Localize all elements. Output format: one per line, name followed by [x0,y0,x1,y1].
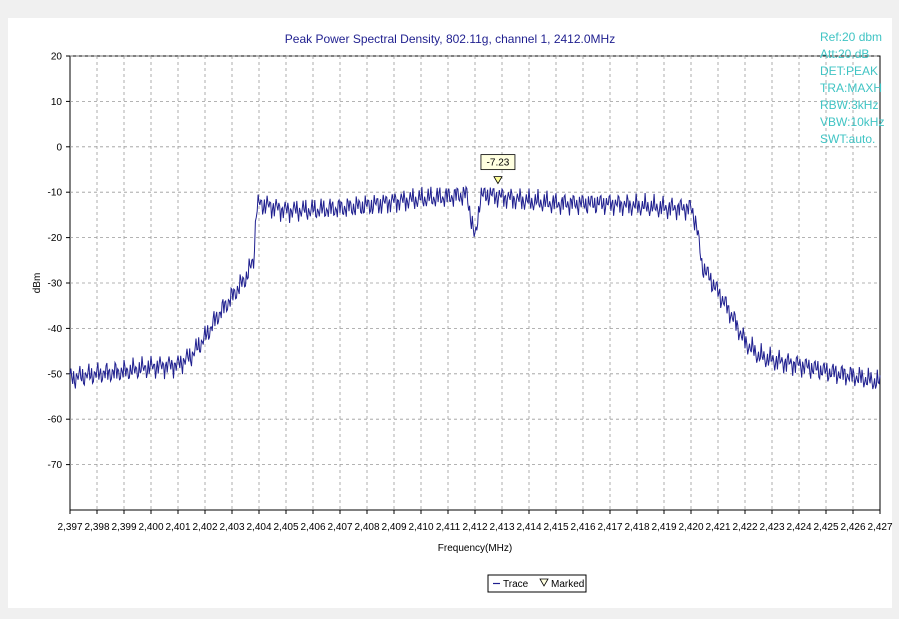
chart-title: Peak Power Spectral Density, 802.11g, ch… [285,32,615,46]
y-tick-label: 20 [51,52,63,63]
y-tick-label: -30 [48,279,63,290]
marker-layer: -7.23 [480,154,516,185]
instrument-setting: Ref:20 dbm [820,30,882,44]
instrument-setting: SWT:auto. [820,132,875,146]
y-tick-label: -40 [48,324,63,335]
x-tick-label: 2,419 [651,522,676,533]
x-tick-label: 2,407 [327,522,352,533]
x-tick-label: 2,411 [436,522,461,533]
x-tick-label: 2,424 [786,522,811,533]
x-tick-label: 2,405 [273,522,298,533]
y-tick-label: -10 [48,188,63,199]
legend-marked-label: Marked [551,579,584,590]
legend-marker-icon [539,578,549,587]
instrument-setting: DET:PEAK [820,64,878,78]
x-tick-label: 2,413 [489,522,514,533]
instrument-settings: Ref:20 dbm Att:20.dB DET:PEAK TRA:MAXH RBW:3… [820,30,884,146]
y-tick-label: -20 [48,233,63,244]
x-tick-label: 2,418 [624,522,649,533]
x-tick-label: 2,400 [138,522,163,533]
marker-label-box [480,154,516,171]
legend-trace-label: Trace [503,579,529,590]
y-tick-label: -50 [48,369,63,380]
y-tick-label: -60 [48,415,63,426]
x-tick-label: 2,397 [57,522,82,533]
x-tick-label: 2,420 [678,522,703,533]
x-tick-label: 2,416 [570,522,595,533]
x-tick-label: 2,425 [813,522,838,533]
grid [70,55,880,510]
instrument-setting: VBW:10kHz [820,115,884,129]
x-tick-label: 2,427 [867,522,892,533]
x-tick-label: 2,414 [516,522,541,533]
x-tick-label: 2,403 [219,522,244,533]
x-tick-label: 2,401 [165,522,190,533]
series-layer [69,185,881,390]
marker-value-label: -7.23 [487,158,510,169]
x-tick-label: 2,398 [84,522,109,533]
x-tick-label: 2,409 [381,522,406,533]
x-axis-title: Frequency(MHz) [438,543,512,554]
axis-ticks: 2,397 2,398 2,399 2,400 2,401 2,402 2,403 2,404… [48,52,893,534]
x-tick-label: 2,399 [111,522,136,533]
x-tick-label: 2,410 [408,522,433,533]
legend-box [487,574,587,593]
x-tick-label: 2,415 [543,522,568,533]
y-axis-title: dBm [32,273,43,294]
peak-marker [493,176,503,185]
y-tick-label: 10 [51,97,63,108]
x-tick-label: 2,423 [759,522,784,533]
x-tick-label: 2,402 [192,522,217,533]
x-tick-label: 2,412 [462,522,487,533]
y-tick-label: 0 [56,142,62,153]
x-tick-label: 2,417 [597,522,622,533]
instrument-setting: TRA:MAXH [820,81,882,95]
y-tick-label: -70 [48,460,63,471]
x-tick-label: 2,421 [705,522,730,533]
instrument-setting: RBW:3kHz [820,98,878,112]
instrument-setting: Att:20.dB [820,47,869,61]
x-tick-label: 2,406 [300,522,325,533]
x-tick-label: 2,404 [246,522,271,533]
x-tick-label: 2,422 [732,522,757,533]
x-tick-label: 2,408 [354,522,379,533]
legend: Trace Marked [487,574,587,593]
trace-line [69,185,881,390]
x-tick-label: 2,426 [840,522,865,533]
